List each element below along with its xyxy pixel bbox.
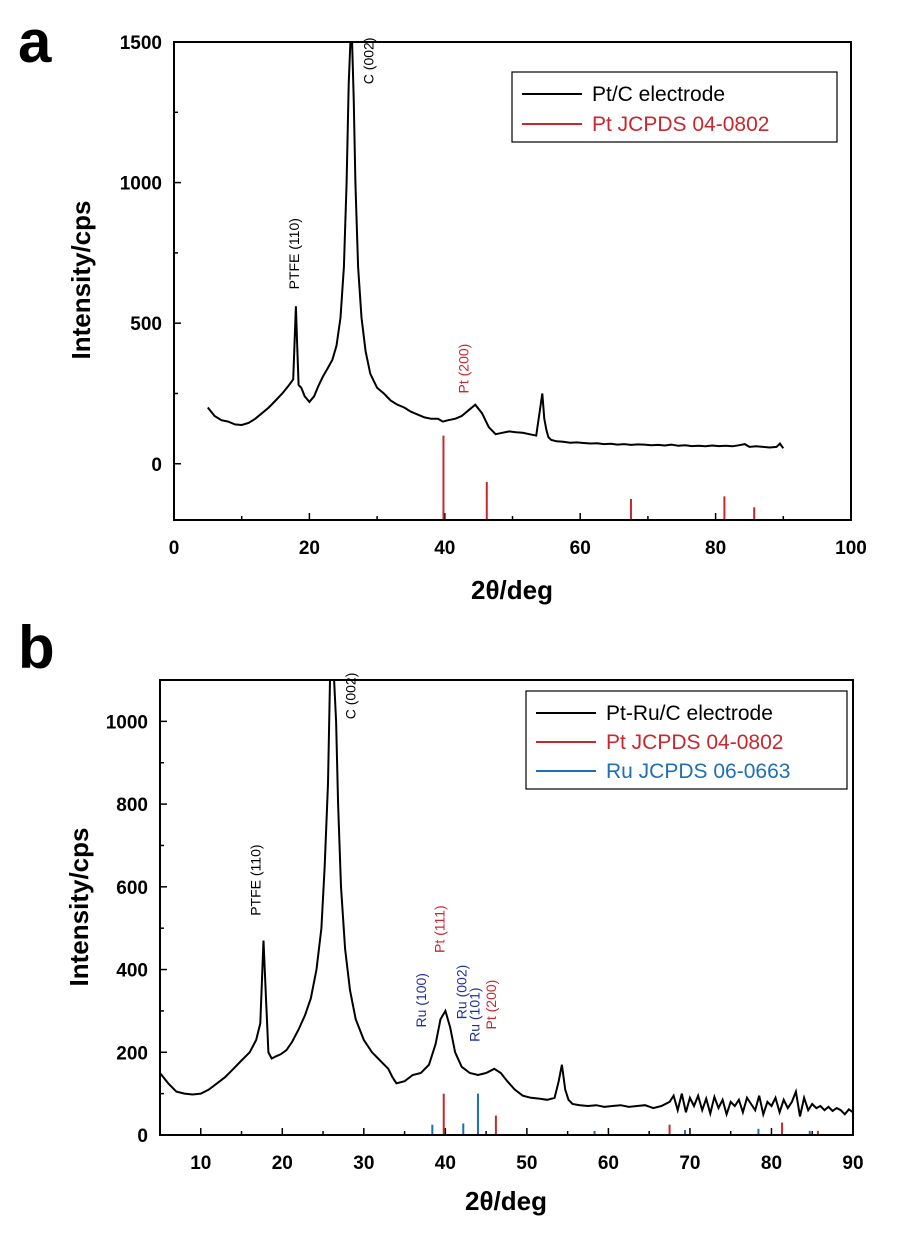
reference-sticks-a [442,435,756,520]
x-tick-label-a-60: 60 [570,538,591,559]
annotation-a-c-002: C (002) [361,38,377,85]
annotation-b-ru-101: Ru (101) [467,987,483,1041]
axis-ticks-b: 10 20 30 40 50 60 70 80 90 0 200 400 600 800 1000 [106,712,864,1174]
x-tick-label-a-20: 20 [299,538,320,559]
y-axis-title-a: Intensity/cps [66,201,96,360]
x-tick-label-a-80: 80 [705,538,726,559]
peak-annotations-a: PTFE (110) C (002) Pt (200) [286,38,471,394]
panel-label-b: b [18,614,55,681]
legend-a: Pt/C electrode Pt JCPDS 04-0802 [511,71,838,143]
x-tick-label-b-40: 40 [435,1153,456,1174]
annotation-b-ru-100: Ru (100) [413,973,429,1027]
legend-b: Pt-Ru/C electrode Pt JCPDS 04-0802 Ru JC… [525,690,848,790]
x-tick-label-b-80: 80 [761,1153,782,1174]
y-axis-title-b: Intensity/cps [64,828,94,987]
x-axis-title-a: 2θ/deg [471,575,553,605]
y-tick-label-b-0: 0 [137,1126,148,1147]
x-tick-label-b-50: 50 [516,1153,537,1174]
legend-label-ru-jcpds-b: Ru JCPDS 06-0663 [606,760,790,783]
annotation-a-ptfe-110: PTFE (110) [286,218,302,289]
y-tick-label-a-0: 0 [151,455,162,476]
series-line-pt-c-electrode [207,41,785,449]
annotation-b-c-002: C (002) [343,673,359,720]
y-tick-label-b-800: 800 [116,795,148,816]
x-tick-label-b-30: 30 [353,1153,374,1174]
x-tick-label-a-0: 0 [169,538,180,559]
y-tick-label-a-500: 500 [130,314,162,335]
annotation-b-ptfe-110: PTFE (110) [247,844,263,915]
chart-panel-b: b Intensity/cps 2θ/deg 10 20 30 40 50 60 70 80 9… [18,614,864,1216]
x-tick-label-b-60: 60 [598,1153,619,1174]
annotation-b-ru-002: Ru (002) [454,965,470,1019]
plot-frame-b [159,679,854,1136]
x-tick-label-a-40: 40 [434,538,455,559]
annotation-b-pt-111: Pt (111) [432,905,448,953]
x-tick-label-b-70: 70 [679,1153,700,1174]
y-tick-label-b-200: 200 [116,1043,148,1064]
annotation-a-pt-200: Pt (200) [456,344,472,394]
legend-label-pt-ru-c-electrode: Pt-Ru/C electrode [606,702,773,725]
y-tick-label-b-600: 600 [116,878,148,899]
x-tick-label-b-10: 10 [190,1153,211,1174]
y-tick-label-b-1000: 1000 [106,712,148,733]
x-axis-title-b: 2θ/deg [465,1186,547,1216]
y-tick-label-a-1000: 1000 [120,174,162,195]
legend-label-pt-jcpds-b: Pt JCPDS 04-0802 [606,731,783,754]
chart-panel-a: a Intensity/cps 2θ/deg 0 20 40 60 80 10005001… [18,8,867,605]
series-line-pt-ru-c-electrode [159,679,854,1119]
reference-sticks-b [431,1093,819,1135]
peak-annotations-b: PTFE (110) C (002) Ru (100) Pt (111) Ru (002… [247,673,499,1042]
legend-label-pt-c-electrode: Pt/C electrode [592,83,725,106]
y-tick-label-a-1500: 1500 [120,33,162,54]
x-tick-label-a-100: 100 [835,538,867,559]
x-tick-label-b-20: 20 [272,1153,293,1174]
annotation-b-pt-200: Pt (200) [483,980,499,1030]
x-tick-label-b-90: 90 [842,1153,863,1174]
legend-box-a [511,71,838,143]
legend-box-b [525,690,848,790]
legend-label-pt-jcpds-a: Pt JCPDS 04-0802 [592,113,769,136]
panel-label-a: a [18,8,52,75]
y-tick-label-b-400: 400 [116,961,148,982]
plot-frame-a [173,41,852,521]
